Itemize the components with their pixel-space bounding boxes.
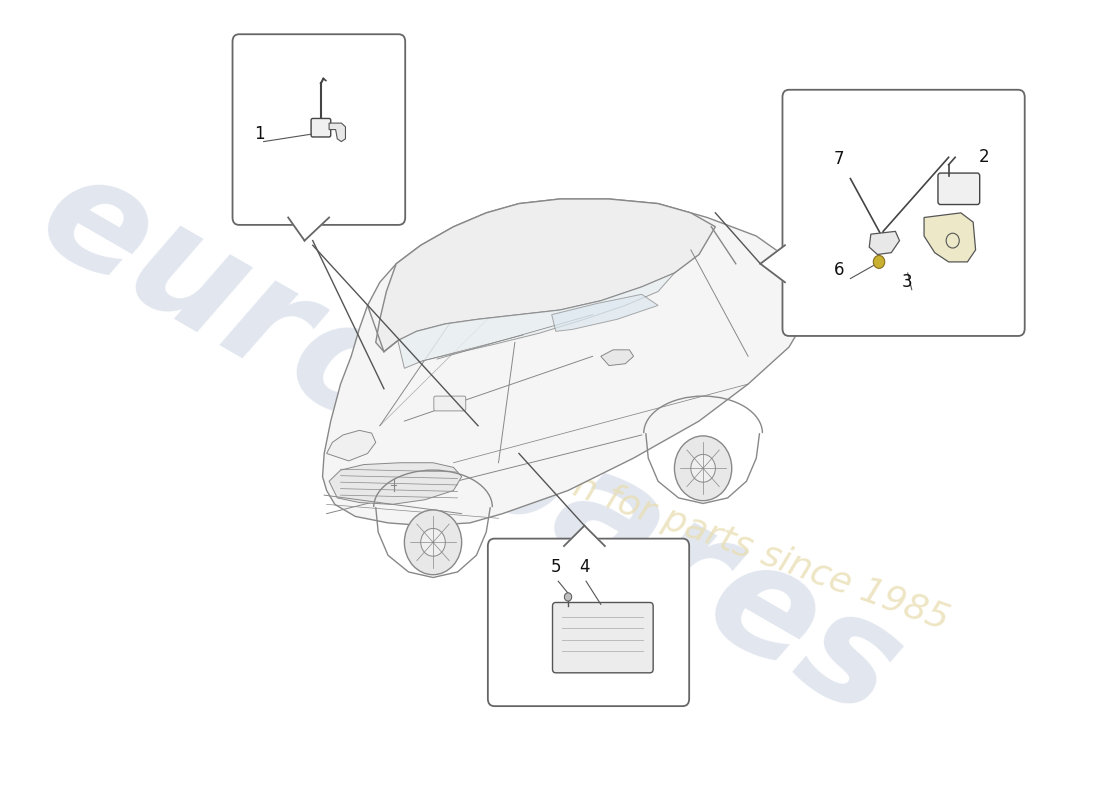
Circle shape	[405, 510, 462, 574]
Text: 3: 3	[902, 273, 913, 291]
Polygon shape	[869, 231, 900, 254]
Polygon shape	[329, 462, 462, 504]
Polygon shape	[601, 350, 634, 366]
FancyBboxPatch shape	[552, 602, 653, 673]
Text: 1: 1	[254, 125, 264, 143]
FancyBboxPatch shape	[433, 396, 465, 411]
Circle shape	[691, 454, 715, 482]
Polygon shape	[760, 246, 785, 282]
Circle shape	[564, 593, 572, 601]
Polygon shape	[376, 199, 715, 352]
Text: a passion for parts since 1985: a passion for parts since 1985	[429, 418, 953, 637]
Text: 5: 5	[550, 558, 561, 576]
FancyBboxPatch shape	[782, 90, 1025, 336]
Text: 6: 6	[834, 261, 845, 279]
Text: 7: 7	[834, 150, 845, 168]
Polygon shape	[322, 199, 805, 526]
Text: eurospares: eurospares	[14, 138, 925, 750]
Polygon shape	[288, 218, 329, 241]
Polygon shape	[329, 123, 345, 142]
Polygon shape	[327, 430, 376, 461]
Circle shape	[873, 255, 884, 268]
Polygon shape	[552, 294, 658, 331]
Circle shape	[421, 529, 446, 556]
Text: 2: 2	[979, 148, 990, 166]
FancyBboxPatch shape	[488, 538, 690, 706]
Circle shape	[674, 436, 732, 501]
FancyBboxPatch shape	[311, 118, 331, 137]
Text: 4: 4	[580, 558, 590, 576]
FancyBboxPatch shape	[232, 34, 405, 225]
Polygon shape	[398, 273, 674, 368]
FancyBboxPatch shape	[938, 173, 980, 205]
Polygon shape	[564, 526, 605, 546]
Polygon shape	[924, 213, 976, 262]
